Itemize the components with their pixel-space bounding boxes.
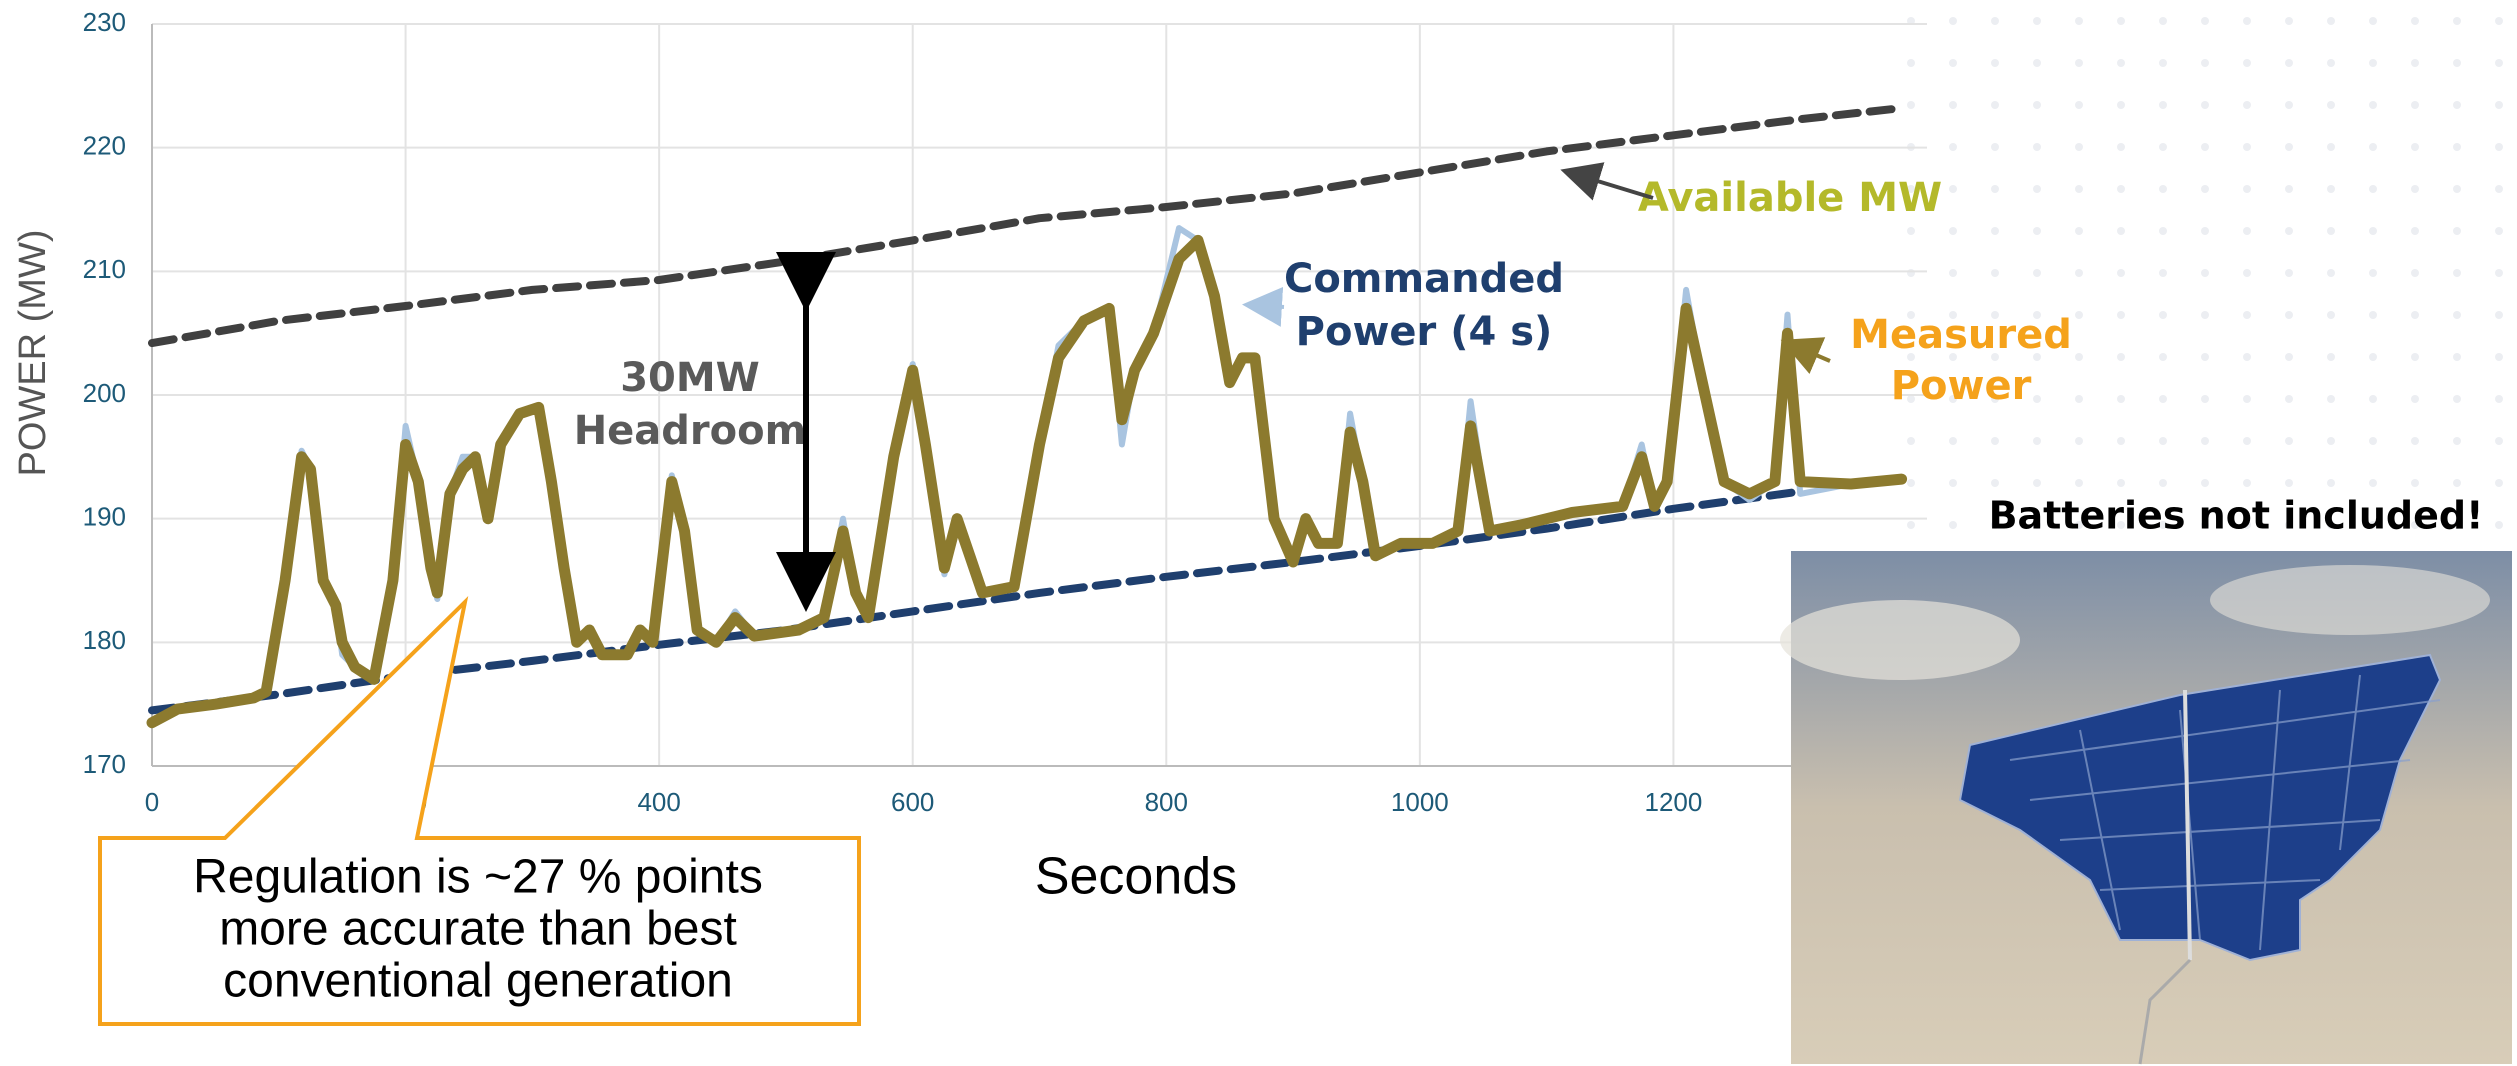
page: {"chart_data": {"type": "line", "y_label… — [0, 0, 2517, 1066]
plot-area: 1701801902002102202300200400600800100012… — [83, 7, 1927, 817]
photo-caption: Batteries not included! — [1989, 494, 2484, 538]
y-axis-label: POWER (MW) — [12, 230, 54, 477]
available-label: Available MW — [1638, 175, 1942, 221]
x-tick-label: 1000 — [1391, 787, 1449, 817]
measured-label: Measured — [1850, 312, 2072, 358]
x-tick-label: 1200 — [1645, 787, 1703, 817]
y-tick-label: 190 — [83, 502, 126, 532]
series-line — [152, 108, 1902, 343]
x-tick-label: 600 — [891, 787, 934, 817]
commanded-label: Commanded — [1284, 256, 1564, 302]
y-tick-label: 180 — [83, 625, 126, 655]
headroom-label: Headroom — [574, 408, 807, 454]
x-tick-label: 800 — [1145, 787, 1188, 817]
x-tick-label: 400 — [637, 787, 680, 817]
measured-label: Power — [1891, 363, 2032, 409]
y-tick-label: 220 — [83, 131, 126, 161]
y-tick-label: 230 — [83, 7, 126, 37]
commanded-label: Power (4 s) — [1296, 309, 1553, 355]
y-tick-label: 200 — [83, 378, 126, 408]
callout-text: conventional generation — [223, 955, 733, 1008]
callout-text: more accurate than best — [219, 903, 737, 956]
headroom-label: 30MW — [620, 355, 760, 401]
callout-text: Regulation is ~27 % points — [193, 851, 763, 904]
y-tick-label: 170 — [83, 749, 126, 779]
chart: 1701801902002102202300200400600800100012… — [0, 0, 2517, 1066]
y-tick-label: 210 — [83, 254, 126, 284]
solar-plant-photo — [1780, 551, 2512, 1064]
x-axis-label: Seconds — [1035, 848, 1237, 906]
arrow — [1250, 305, 1284, 307]
x-tick-label: 0 — [145, 787, 159, 817]
